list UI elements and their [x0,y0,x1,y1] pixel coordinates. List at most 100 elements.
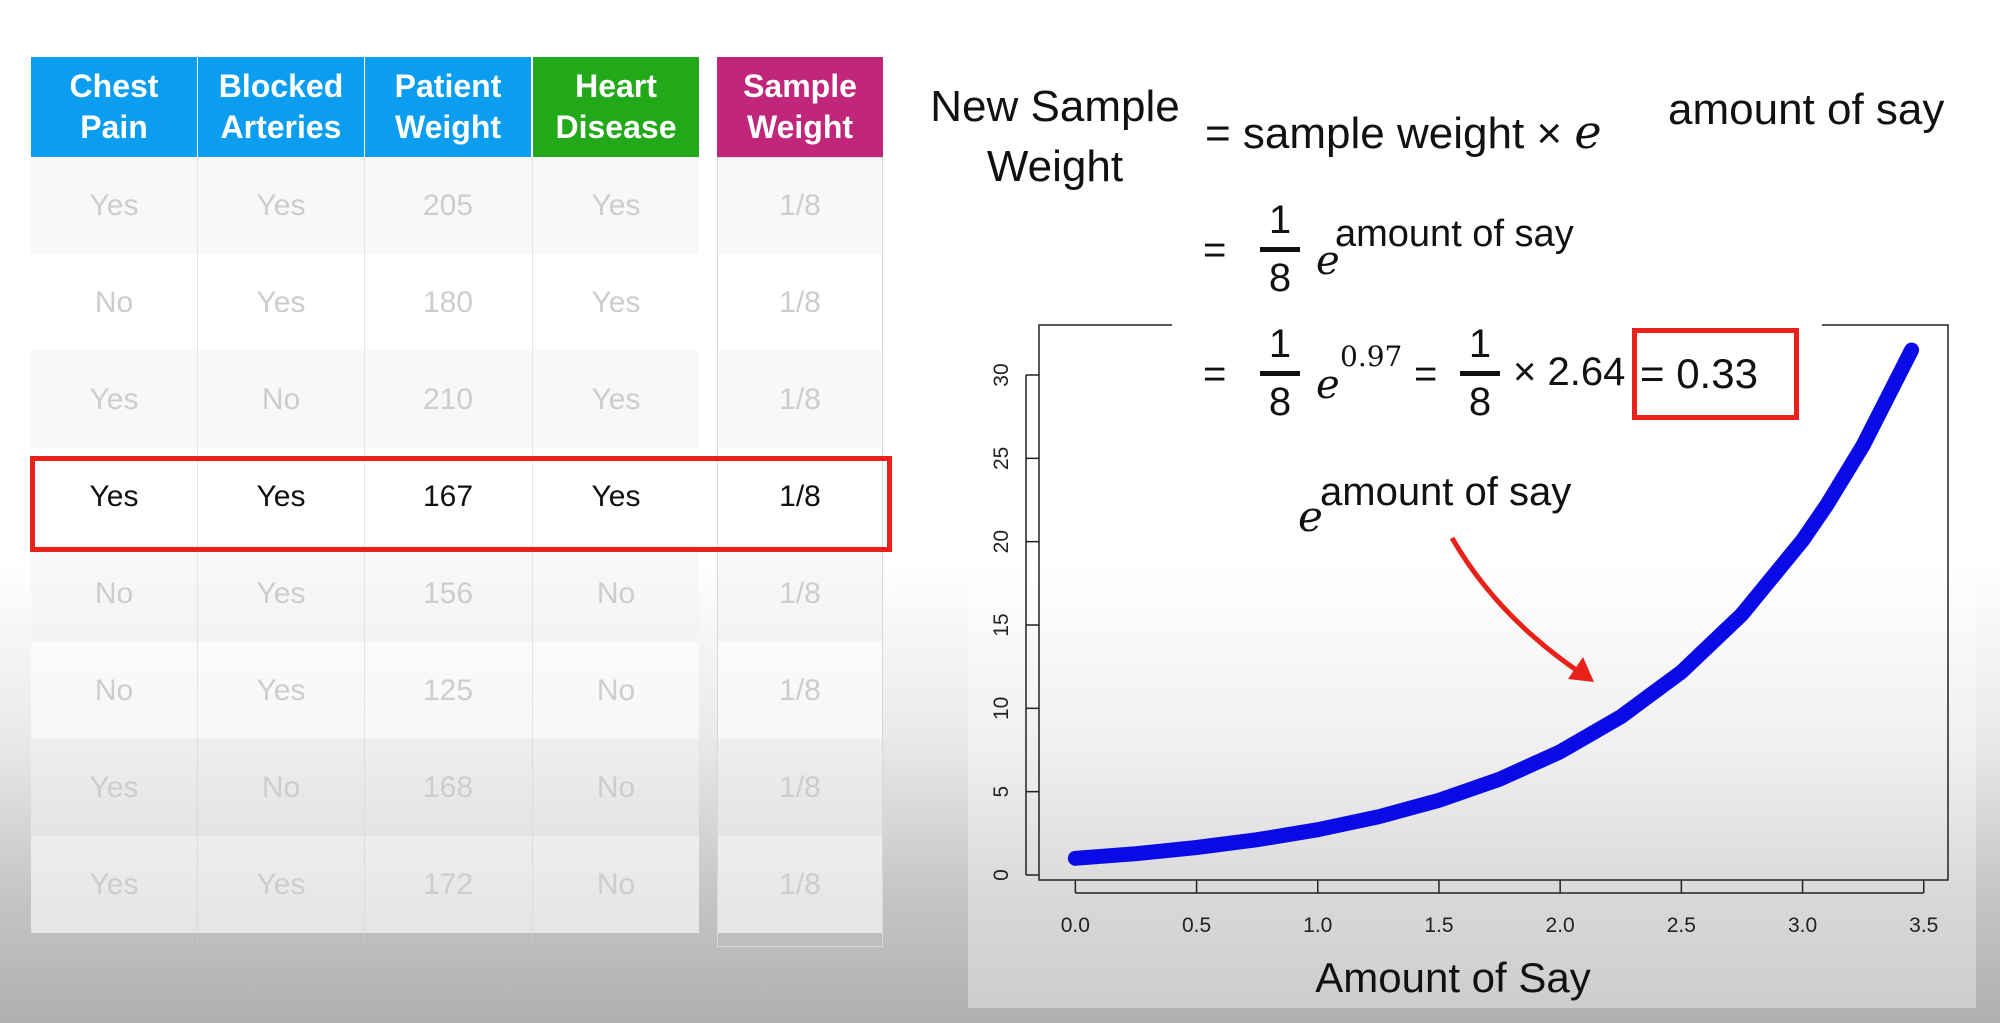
cell-sample-weight: 1/8 [779,285,821,319]
highlighted-row-box [30,456,892,552]
cell-blocked-arteries: No [261,770,301,804]
table-row [31,351,699,448]
formula-line3-times-value: × 2.64 [1513,350,1626,394]
cell-blocked-arteries: No [261,382,301,416]
formula-line2-exponent: amount of say [1335,213,1574,255]
formula-line3-fraction2: 1 8 [1458,322,1502,425]
annotation-exponent: amount of say [1320,470,1572,514]
x-tick-label: 3.5 [1909,914,1938,937]
cell-blocked-arteries: Yes [256,576,306,610]
cell-patient-weight: 172 [422,867,474,901]
column-divider [364,157,365,947]
x-axis: 0.0 0.5 1.0 1.5 2.0 2.5 3.0 3.5 [1061,880,1938,937]
x-tick-label: 3.0 [1788,914,1817,937]
table-row [31,254,699,351]
formula-lhs-line1: New Sample [930,82,1180,131]
cell-chest-pain: Yes [89,867,139,901]
header-chest-pain: Chest Pain [31,57,197,157]
formula-line2-fraction: 1 8 [1258,198,1302,301]
table-row [31,157,699,254]
fraction-denominator: 8 [1268,256,1292,300]
cell-chest-pain: No [94,576,134,610]
cell-sample-weight: 1/8 [779,479,821,513]
cell-sample-weight: 1/8 [779,382,821,416]
formula-lhs-line2: Weight [986,142,1124,191]
sample-row-bg [717,836,883,933]
y-axis: 0 5 10 15 20 25 30 [990,363,1039,881]
sample-weight-column-frame [717,157,883,947]
sample-row-bg [717,448,883,545]
cell-patient-weight: 168 [422,770,474,804]
annotation-arrowhead [1568,657,1594,682]
formula-line3-exponent: 0.97 [1340,340,1403,373]
y-tick-label: 20 [990,530,1013,553]
y-tick-label: 10 [990,697,1013,720]
cell-patient-weight: 210 [422,382,474,416]
formula-line1-exponent: amount of say [1668,85,1945,134]
series-layer [1067,342,1920,866]
cell-sample-weight: 1/8 [779,188,821,222]
formula-line3-e: e [1316,362,1340,408]
formula-line1-prefix: = sample weight × [1205,109,1563,158]
header-heart-disease: Heart Disease [533,57,699,157]
cell-sample-weight: 1/8 [779,673,821,707]
cell-heart-disease: No [596,867,636,901]
formula-line3-fraction1: 1 8 [1258,322,1302,425]
header-patient-weight: Patient Weight [365,57,531,157]
cell-patient-weight: 125 [422,673,474,707]
cell-chest-pain: No [94,285,134,319]
fraction-denominator: 8 [1468,380,1492,424]
x-tick-label: 0.5 [1182,914,1211,937]
x-tick-label: 2.5 [1667,914,1696,937]
cell-heart-disease: Yes [591,382,641,416]
x-axis-label: Amount of Say [1315,954,1590,1001]
sample-row-bg [717,642,883,739]
cell-patient-weight: 156 [422,576,474,610]
cell-patient-weight: 167 [422,479,474,513]
column-divider [197,157,198,947]
header-blocked-arteries: Blocked Arteries [198,57,364,157]
table-row [31,545,699,642]
cell-chest-pain: Yes [89,188,139,222]
table-row [31,642,699,739]
cell-chest-pain: Yes [89,479,139,513]
y-tick-label: 5 [990,786,1013,798]
cell-patient-weight: 205 [422,188,474,222]
header-sample-weight: Sample Weight [717,57,883,157]
sample-row-bg [717,254,883,351]
cell-blocked-arteries: Yes [256,673,306,707]
sample-row-bg [717,739,883,836]
x-tick-label: 0.0 [1061,914,1090,937]
fraction-numerator: 1 [1268,322,1292,366]
cell-blocked-arteries: Yes [256,188,306,222]
cell-chest-pain: No [94,673,134,707]
y-tick-label: 30 [990,363,1013,386]
y-tick-label: 15 [990,613,1013,636]
fraction-numerator: 1 [1468,322,1492,366]
column-divider [532,157,533,947]
cell-sample-weight: 1/8 [779,576,821,610]
cell-blocked-arteries: Yes [256,285,306,319]
annotation-e: e [1298,492,1323,541]
formula-line2-eq: = [1203,228,1227,272]
x-tick-label: 1.0 [1303,914,1332,937]
cell-sample-weight: 1/8 [779,770,821,804]
fraction-denominator: 8 [1268,380,1292,424]
cell-heart-disease: Yes [591,479,641,513]
cell-heart-disease: No [596,770,636,804]
x-tick-label: 2.0 [1546,914,1575,937]
cell-heart-disease: No [596,673,636,707]
formula-line3-eq1: = [1203,352,1227,396]
formula-line3-eq2: = [1414,352,1438,396]
exp-base-e: e [1574,105,1602,159]
formula-line2-e: e [1316,238,1340,284]
cell-heart-disease: Yes [591,285,641,319]
sample-row-bg [717,545,883,642]
cell-chest-pain: Yes [89,770,139,804]
table-row [31,448,699,545]
y-tick-label: 0 [990,869,1013,881]
sample-row-bg [717,351,883,448]
cell-sample-weight: 1/8 [779,867,821,901]
table-row [31,836,699,933]
